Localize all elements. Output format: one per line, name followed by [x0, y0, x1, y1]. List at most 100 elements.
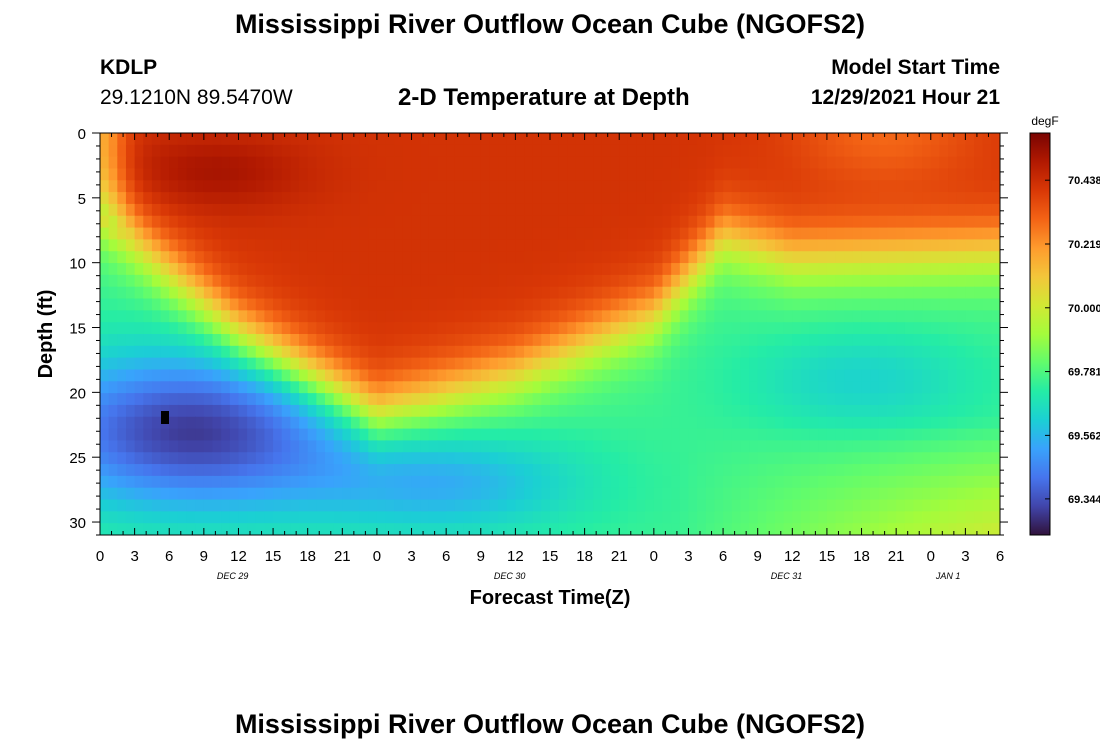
heatmap-cell — [896, 523, 906, 535]
heatmap-cell — [385, 239, 395, 252]
model-start-time: 12/29/2021 Hour 21 — [810, 86, 1000, 109]
heatmap-cell — [359, 310, 369, 323]
heatmap-cell — [428, 440, 439, 453]
heatmap-cell — [861, 298, 871, 311]
heatmap-cell — [151, 381, 162, 394]
heatmap-cell — [238, 345, 248, 359]
heatmap-cell — [671, 310, 681, 323]
heatmap-cell — [420, 274, 430, 288]
heatmap-cell — [264, 144, 274, 158]
heatmap-cell — [307, 203, 317, 217]
heatmap-cell — [264, 334, 274, 347]
heatmap-cell — [281, 334, 291, 347]
heatmap-cell — [264, 133, 274, 146]
heatmap-cell — [411, 499, 421, 512]
heatmap-cell — [636, 310, 646, 323]
heatmap-cell — [731, 263, 741, 276]
heatmap-cell — [662, 239, 672, 252]
heatmap-cell — [991, 168, 1000, 181]
heatmap-cell — [550, 428, 560, 442]
heatmap-cell — [731, 428, 741, 442]
heatmap-cell — [515, 475, 525, 489]
heatmap-cell — [575, 156, 586, 170]
heatmap-cell — [446, 452, 456, 465]
heatmap-cell — [584, 180, 594, 193]
heatmap-cell — [428, 523, 439, 535]
heatmap-cell — [671, 192, 681, 205]
heatmap-cell — [290, 428, 300, 442]
heatmap-cell — [359, 475, 369, 489]
heatmap-cell — [498, 499, 508, 512]
heatmap-cell — [870, 322, 880, 335]
heatmap-cell — [229, 452, 240, 465]
heatmap-cell — [281, 475, 291, 489]
heatmap-cell — [515, 404, 525, 418]
heatmap-cell — [982, 416, 992, 430]
heatmap-cell — [273, 310, 283, 323]
heatmap-cell — [567, 203, 577, 217]
heatmap-cell — [601, 487, 612, 501]
heatmap-cell — [437, 393, 447, 406]
heatmap-cell — [800, 440, 811, 453]
heatmap-cell — [818, 334, 828, 347]
heatmap-cell — [376, 227, 387, 241]
heatmap-cell — [541, 180, 551, 193]
heatmap-cell — [350, 192, 361, 205]
heatmap-cell — [498, 428, 508, 442]
heatmap-cell — [151, 133, 162, 146]
heatmap-cell — [991, 322, 1000, 335]
heatmap-cell — [835, 511, 845, 524]
heatmap-cell — [671, 168, 681, 181]
heatmap-cell — [281, 180, 291, 193]
heatmap-cell — [532, 345, 542, 359]
heatmap-cell — [186, 274, 196, 288]
heatmap-cell — [627, 180, 638, 193]
heatmap-cell — [125, 357, 136, 371]
heatmap-cell — [575, 144, 586, 158]
heatmap-cell — [151, 523, 162, 535]
heatmap-cell — [723, 487, 733, 501]
heatmap-cell — [775, 464, 785, 477]
heatmap-cell — [498, 215, 508, 229]
heatmap-cell — [385, 357, 395, 371]
heatmap-cell — [610, 156, 620, 170]
heatmap-cell — [394, 310, 404, 323]
heatmap-cell — [662, 416, 672, 430]
heatmap-cell — [264, 523, 274, 535]
heatmap-cell — [454, 393, 465, 406]
heatmap-cell — [783, 452, 793, 465]
heatmap-cell — [870, 487, 880, 501]
heatmap-cell — [454, 499, 465, 512]
heatmap-cell — [125, 180, 136, 193]
heatmap-cell — [835, 523, 845, 535]
heatmap-cell — [870, 404, 880, 418]
heatmap-cell — [316, 416, 326, 430]
heatmap-cell — [870, 334, 880, 347]
heatmap-cell — [195, 381, 205, 394]
heatmap-cell — [342, 440, 352, 453]
heatmap-cell — [264, 464, 274, 477]
heatmap-cell — [454, 227, 465, 241]
heatmap-cell — [844, 357, 854, 371]
heatmap-cell — [610, 404, 620, 418]
heatmap-cell — [376, 274, 387, 288]
heatmap-cell — [394, 334, 404, 347]
heatmap-cell — [247, 511, 257, 524]
heatmap-cell — [307, 345, 317, 359]
heatmap-cell — [446, 404, 456, 418]
heatmap-cell — [904, 452, 915, 465]
heatmap-cell — [454, 180, 465, 193]
heatmap-cell — [870, 369, 880, 382]
heatmap-cell — [515, 381, 525, 394]
heatmap-cell — [506, 452, 516, 465]
heatmap-cell — [186, 440, 196, 453]
heatmap-cell — [524, 203, 534, 217]
heatmap-cell — [593, 168, 603, 181]
heatmap-cell — [420, 215, 430, 229]
heatmap-cell — [160, 180, 170, 193]
heatmap-cell — [212, 416, 222, 430]
heatmap-cell — [125, 416, 136, 430]
heatmap-cell — [887, 133, 897, 146]
heatmap-cell — [169, 180, 179, 193]
heatmap-cell — [749, 475, 759, 489]
